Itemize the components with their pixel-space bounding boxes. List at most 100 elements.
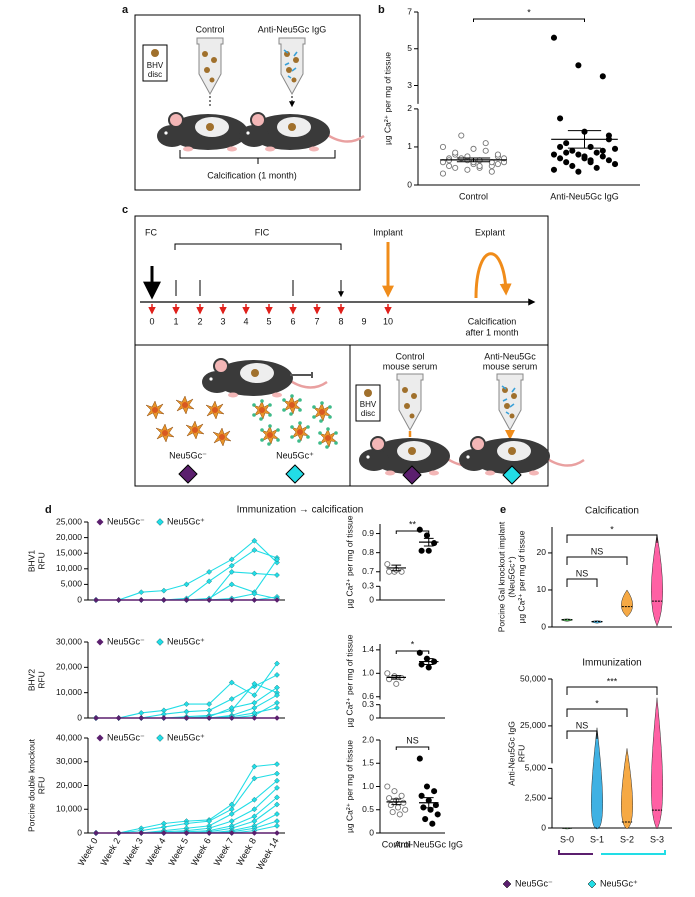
disc-label: BHV	[147, 61, 164, 70]
cell	[318, 427, 338, 449]
x-tick-label: Week 0	[76, 836, 100, 867]
legend-marker	[502, 879, 512, 889]
chart-title: Immunization	[582, 658, 641, 669]
y-tick-label: 1.0	[362, 668, 374, 678]
y-tick-label: 50,000	[520, 673, 546, 683]
marker	[251, 680, 258, 687]
label: Anti-Neu5Gc	[484, 351, 536, 361]
y-tick-label: 10,000	[56, 687, 82, 697]
marker	[93, 597, 99, 603]
cell	[290, 421, 310, 443]
marker	[115, 715, 122, 721]
y-tick-label: 0	[541, 621, 546, 631]
data-point	[599, 153, 606, 160]
tube	[396, 373, 424, 431]
data-point	[575, 151, 582, 158]
y-tick-label: 40,000	[56, 732, 82, 742]
x-tick-label: Week 3	[121, 836, 145, 867]
significance-bracket	[395, 746, 430, 750]
y-tick-label: 30,000	[56, 756, 82, 766]
mouse	[457, 435, 586, 477]
marker	[138, 830, 145, 836]
legend-marker	[156, 638, 164, 646]
y-tick-label: 5	[407, 43, 412, 53]
y-tick-label: 1.5	[362, 758, 374, 768]
y-axis-label: µg Ca²⁺ per mg of tissue	[344, 740, 354, 833]
marker	[228, 581, 235, 588]
error-bar	[423, 537, 434, 547]
marker	[228, 811, 235, 817]
marker	[206, 701, 213, 707]
y-tick-label: 1.4	[362, 644, 374, 654]
tube	[497, 374, 523, 430]
marker	[251, 806, 258, 813]
data-point	[416, 526, 423, 533]
marker	[274, 801, 280, 808]
data-point	[587, 157, 594, 164]
error-bar	[423, 658, 434, 666]
y-tick-label: 20,000	[56, 662, 82, 672]
significance-label: NS	[576, 568, 589, 578]
y-tick-label: 1	[407, 141, 412, 151]
chart-title: Calcification	[585, 506, 639, 517]
y-tick-label: 10,000	[56, 563, 82, 573]
marker	[206, 578, 213, 585]
x-tick-label: S-2	[620, 834, 634, 844]
marker	[251, 699, 258, 706]
data-point	[581, 153, 588, 160]
data-point	[434, 811, 441, 818]
data-point	[391, 788, 398, 795]
panel-label: e	[500, 504, 506, 516]
tube	[279, 38, 305, 94]
x-tick-label: Week 6	[189, 836, 213, 867]
significance-bracket	[566, 556, 628, 565]
marker	[274, 784, 280, 791]
y-tick-label: 20,000	[56, 780, 82, 790]
diamond	[178, 464, 198, 484]
series-line	[96, 549, 278, 601]
cell	[282, 394, 302, 416]
marker	[251, 763, 258, 770]
y-axis-label: Porcine double knockout	[26, 738, 36, 832]
cell	[155, 423, 175, 443]
y-tick-label: 0	[77, 594, 82, 604]
significance-bracket	[566, 534, 658, 543]
data-point	[386, 568, 393, 575]
day-label: 8	[338, 316, 343, 326]
label: after 1 month	[465, 327, 518, 337]
violin	[621, 589, 633, 618]
data-point	[611, 145, 619, 152]
significance-bracket	[473, 18, 585, 22]
marker	[228, 556, 235, 563]
legend-marker	[96, 734, 104, 742]
bracket	[179, 150, 336, 164]
label: Neu5Gc⁻	[169, 450, 207, 460]
data-point	[458, 132, 465, 139]
x-tick-label: S-0	[560, 834, 574, 844]
marker	[183, 708, 190, 715]
label: Implant	[373, 227, 403, 237]
y-axis-label: RFU	[36, 552, 46, 569]
y-tick-label: 5,000	[525, 763, 547, 773]
marker	[228, 696, 235, 702]
violin	[651, 697, 663, 830]
data-point	[431, 788, 438, 795]
marker	[274, 692, 280, 699]
data-point	[470, 145, 477, 152]
x-tick-label: Control	[382, 839, 411, 849]
day-label: 2	[197, 316, 202, 326]
data-point	[575, 168, 582, 175]
significance-label: *	[411, 639, 415, 649]
violin	[591, 727, 603, 830]
panel-label: d	[45, 504, 52, 516]
x-tick-label: Week 2	[99, 836, 123, 867]
marker	[138, 710, 145, 716]
marker	[228, 715, 235, 721]
significance-bracket	[566, 686, 658, 695]
cell	[185, 420, 205, 440]
x-tick-label: Week 4	[144, 836, 168, 867]
marker	[274, 704, 280, 711]
group-label: Control	[195, 24, 224, 34]
y-tick-label: 2.0	[362, 734, 374, 744]
data-point	[557, 115, 564, 122]
